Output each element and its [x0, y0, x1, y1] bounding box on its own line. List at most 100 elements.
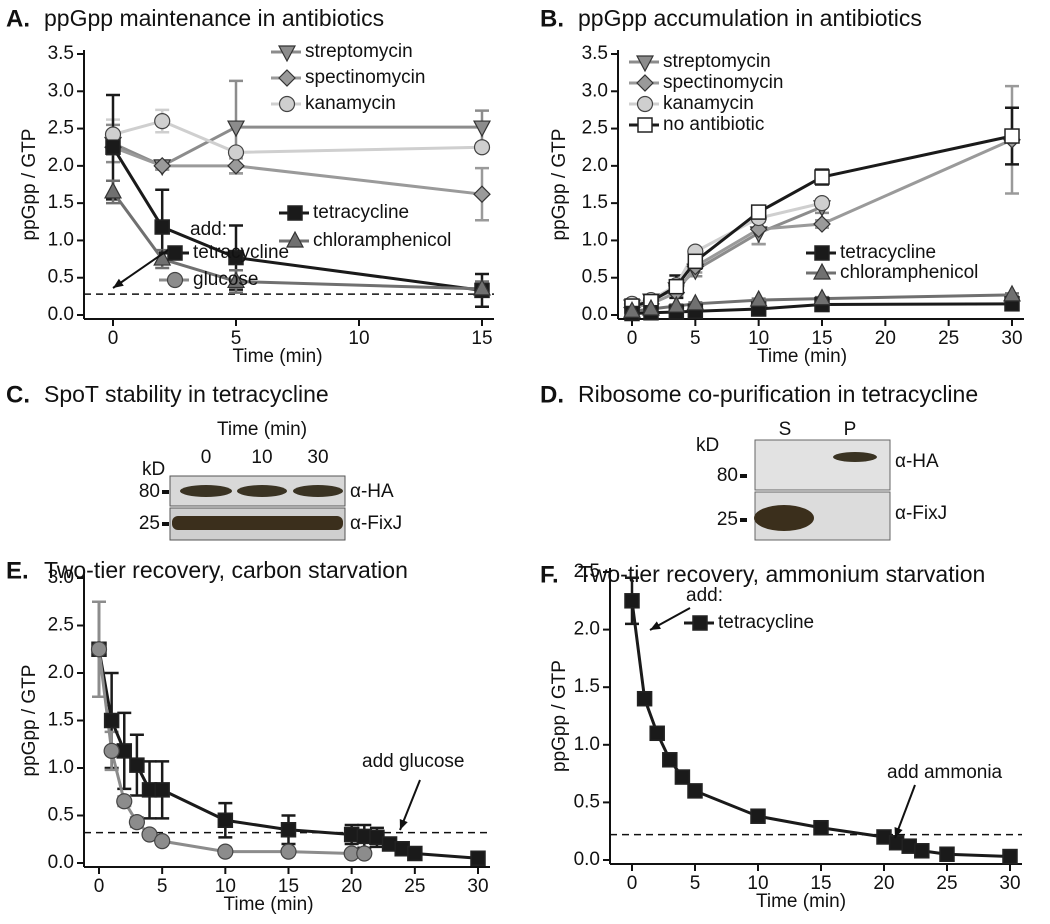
y-tick-label: 0.0 [574, 849, 600, 870]
data-point [1003, 284, 1021, 302]
data-point [103, 742, 120, 760]
y-tick-label: 3.0 [582, 80, 608, 101]
blot-d: D. Ribosome co-purification in tetracycl… [540, 381, 978, 541]
y-tick-label: 1.5 [48, 710, 74, 731]
marker-label: 80 [139, 481, 160, 502]
annotation: add: [686, 585, 723, 606]
data-point [407, 845, 423, 862]
data-point [1002, 848, 1018, 865]
x-tick-label: 30 [1001, 328, 1022, 349]
marker-tick [162, 490, 169, 494]
data-point [227, 120, 245, 138]
data-point [749, 220, 768, 239]
x-axis-label: Time (min) [756, 891, 846, 912]
data-point [154, 782, 170, 798]
x-tick-label: 5 [157, 876, 168, 897]
data-point [217, 812, 234, 828]
marker-tick [162, 522, 169, 526]
legend-marker [166, 271, 184, 289]
y-tick-label: 0.5 [48, 805, 74, 826]
data-point [153, 157, 172, 175]
panel-title: ppGpp accumulation in antibiotics [578, 5, 922, 31]
y-axis-label: ppGpp / GTP [549, 129, 570, 241]
arrow-head [399, 819, 408, 830]
annotation-arrow [112, 249, 169, 289]
data-point [473, 278, 491, 296]
data-point [1004, 128, 1020, 144]
data-point [686, 293, 705, 311]
antibody-label: α-FixJ [895, 503, 947, 524]
annotation: add glucose [362, 751, 464, 772]
y-tick-label: 3.0 [48, 567, 74, 588]
y-tick-label: 2.5 [48, 118, 74, 139]
legend-marker [278, 95, 296, 113]
band [237, 485, 287, 497]
data-point [227, 157, 245, 175]
x-tick-label: 20 [875, 328, 896, 349]
data-point [914, 843, 930, 859]
data-point [103, 712, 120, 729]
y-tick-label: 1.0 [48, 229, 74, 250]
y-tick-label: 0.5 [574, 791, 600, 812]
x-tick-label: 15 [811, 328, 832, 349]
lane-label: 30 [307, 447, 328, 468]
unit-label: kD [142, 459, 165, 480]
arrow-head [894, 827, 903, 838]
data-point [624, 593, 640, 609]
marker-label: 25 [139, 513, 160, 534]
data-point [470, 850, 486, 866]
data-point [228, 249, 244, 266]
panel-label: C. [6, 381, 30, 408]
legend-label: kanamycin [663, 93, 754, 114]
data-point [116, 793, 133, 810]
y-tick-label: 0.0 [48, 852, 74, 873]
annotation: add ammonia [887, 762, 1003, 783]
legend-marker [636, 95, 654, 113]
y-tick-label: 3.5 [48, 43, 74, 64]
panel-label: D. [540, 381, 564, 408]
antibody-label: α-FixJ [350, 513, 402, 534]
x-tick-label: 0 [108, 328, 119, 349]
band [172, 516, 343, 530]
legend-marker [278, 45, 296, 63]
x-tick-label: 15 [810, 873, 831, 894]
unit-label: kD [696, 435, 719, 456]
legend-label: tetracycline [718, 612, 814, 633]
panel-label: F. [540, 561, 559, 588]
legend-marker [813, 262, 831, 280]
panel-title: Ribosome co-purification in tetracycline [578, 381, 978, 407]
y-tick-label: 1.5 [574, 676, 600, 697]
x-tick-label: 5 [231, 328, 242, 349]
series-line [111, 146, 483, 292]
panel-label: E. [6, 557, 29, 584]
legend-label: chloramphenicol [313, 230, 451, 251]
data-point [227, 144, 245, 161]
marker-tick [740, 518, 747, 522]
data-point [154, 113, 171, 130]
legend-marker [692, 615, 708, 631]
data-point [473, 185, 491, 204]
data-point [227, 271, 245, 289]
data-point [939, 846, 955, 862]
legend-label: tetracycline [840, 242, 936, 263]
y-tick-label: 2.0 [574, 619, 600, 640]
panel-title: Two-tier recovery, ammonium starvation [578, 561, 985, 587]
legend-label: streptomycin [305, 41, 413, 62]
data-point [623, 300, 641, 318]
y-tick-label: 3.5 [582, 43, 608, 64]
data-point [687, 253, 704, 270]
data-point [750, 808, 766, 824]
antibody-label: α-HA [350, 481, 394, 502]
data-point [128, 814, 145, 831]
lane-label: P [844, 419, 857, 440]
y-tick-label: 2.0 [582, 155, 608, 176]
antibody-label: α-HA [895, 451, 939, 472]
y-tick-label: 1.0 [574, 734, 600, 755]
y-tick-label: 1.5 [582, 192, 608, 213]
x-tick-label: 10 [348, 328, 369, 349]
data-point [280, 822, 297, 838]
data-point [636, 690, 653, 707]
data-point [813, 195, 831, 212]
x-tick-label: 0 [627, 873, 638, 894]
data-point [280, 843, 297, 860]
